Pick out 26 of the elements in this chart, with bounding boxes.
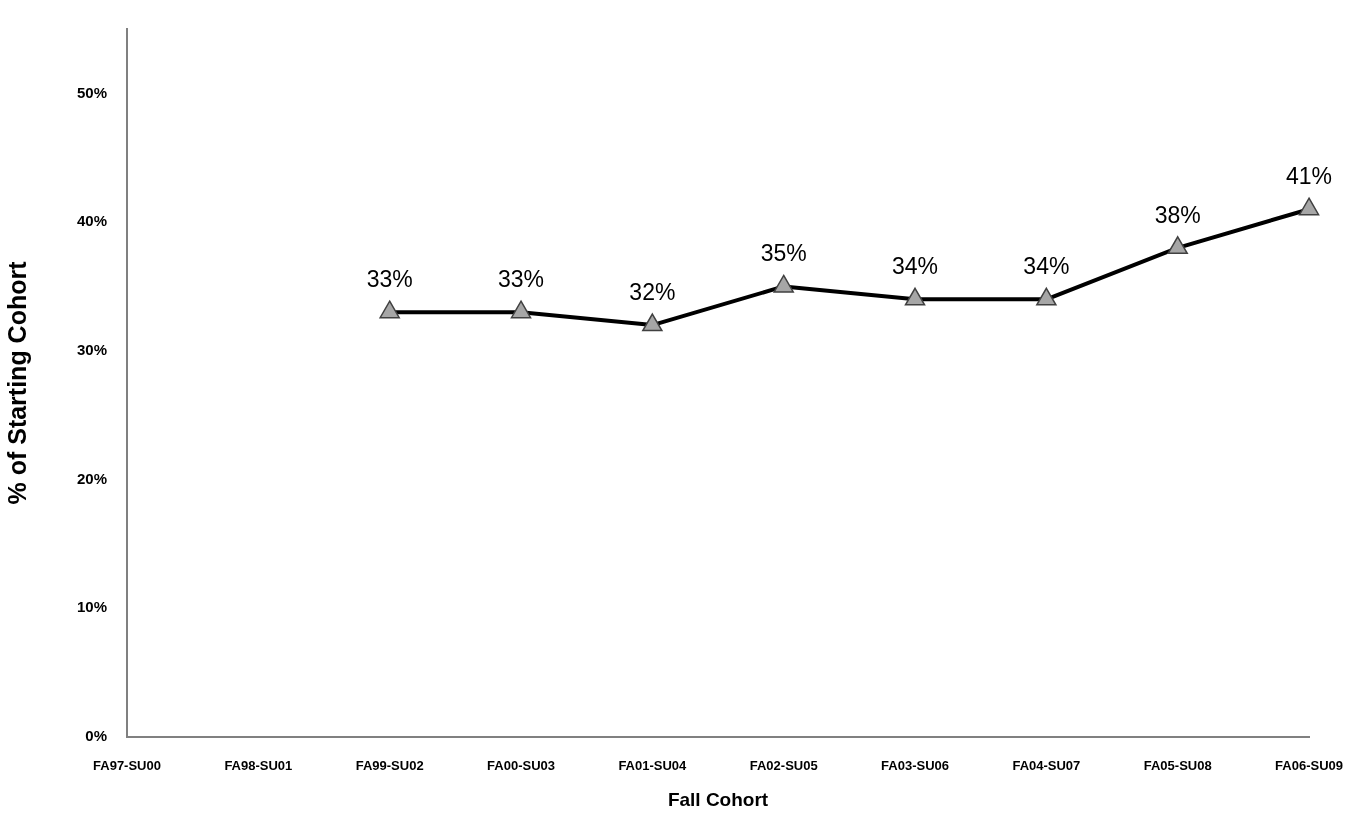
y-tick-label: 50%	[76, 83, 107, 101]
y-tick-label: 10%	[76, 598, 107, 616]
x-tick-label: FA04-SU07	[1012, 758, 1081, 774]
data-label: 34%	[892, 253, 939, 280]
data-label: 32%	[629, 278, 676, 305]
data-label: 41%	[1286, 163, 1333, 190]
x-tick-label: FA00-SU03	[487, 758, 555, 774]
y-tick-label: 20%	[76, 469, 107, 487]
y-tick-label: 30%	[76, 340, 107, 358]
y-tick-label: 40%	[76, 212, 107, 230]
x-tick-label: FA06-SU09	[1275, 758, 1343, 774]
data-label: 33%	[497, 266, 545, 293]
y-tick-label: 0%	[85, 727, 107, 745]
x-tick-label: FA05-SU08	[1143, 758, 1212, 774]
x-tick-label: FA02-SU05	[749, 758, 818, 774]
data-label: 35%	[760, 240, 807, 267]
x-tick-label: FA98-SU01	[224, 758, 293, 774]
data-label: 34%	[1023, 253, 1070, 280]
data-label: 33%	[366, 266, 413, 293]
data-label: 38%	[1154, 201, 1201, 228]
x-tick-label: FA03-SU06	[881, 758, 949, 774]
x-tick-label: FA01-SU04	[618, 758, 688, 774]
y-axis-title: % of Starting Cohort	[2, 260, 31, 505]
x-axis-title: Fall Cohort	[667, 788, 769, 810]
x-tick-label: FA99-SU02	[355, 758, 424, 774]
x-tick-label: FA97-SU00	[93, 758, 161, 774]
